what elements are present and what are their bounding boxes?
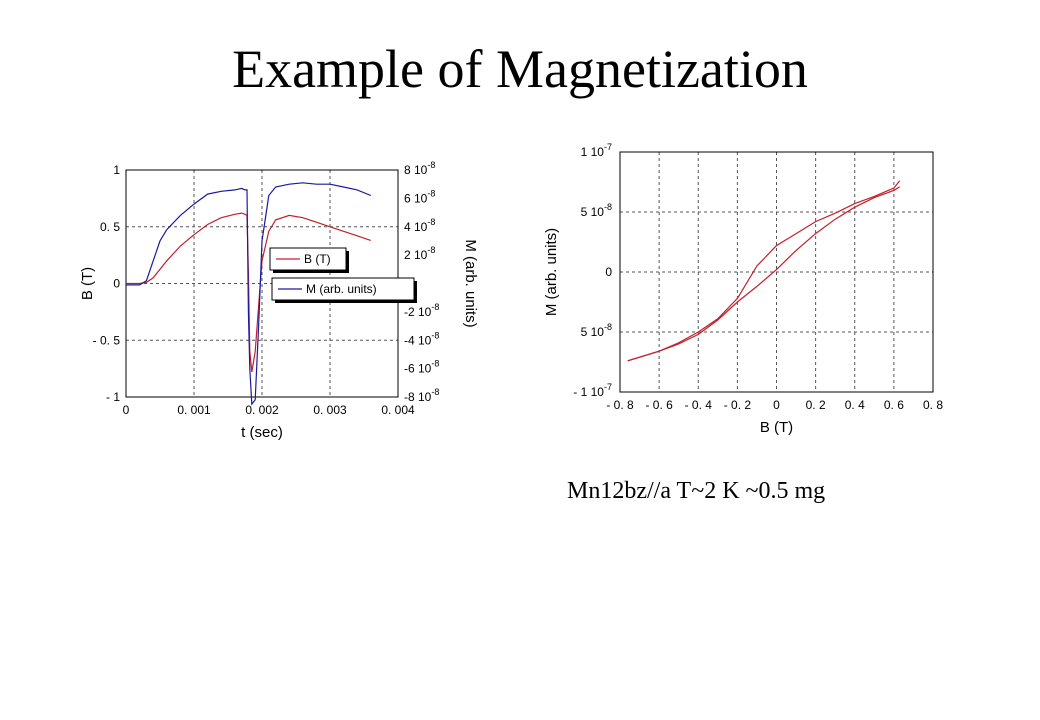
plot-frame [619,151,934,393]
y2-tick-label: -2 10-8 [404,302,439,319]
hysteresis-up-branch [627,186,901,362]
y-tick-label: 1 10-7 [581,142,612,159]
x-tick-label: 0. 002 [245,403,279,417]
legend-box [271,277,415,301]
x-tick-label: - 0. 2 [724,398,752,412]
y-axis-label: B (T) [79,267,96,300]
y-tick-label: 0 [605,265,612,279]
x-tick-label: 0. 4 [845,398,865,412]
y2-tick-label: 6 10-8 [404,188,435,205]
y-tick-label: 5 10-8 [581,322,612,339]
y-tick-label: - 1 [106,390,120,404]
y2-tick-label: -4 10-8 [404,330,439,347]
x-axis-label: t (sec) [241,424,283,441]
y-axis-label: M (arb. units) [543,228,560,316]
x-tick-label: - 0. 4 [685,398,713,412]
slide-caption: Mn12bz//a T~2 K ~0.5 mg [567,478,826,504]
x-tick-label: 0. 004 [381,403,415,417]
x-tick-label: - 0. 8 [606,398,634,412]
hysteresis-down-branch [627,180,901,362]
y2-tick-label: 2 10-8 [404,245,435,262]
y2-tick-label: 8 10-8 [404,160,435,177]
y2-tick-label: -6 10-8 [404,359,439,376]
y-tick-label: 0. 5 [100,220,120,234]
x-tick-label: 0. 8 [923,398,943,412]
legend-box [269,247,347,271]
x-tick-label: 0. 6 [884,398,904,412]
x-tick-label: 0 [123,403,130,417]
x-tick-label: 0. 001 [177,403,211,417]
legend-label-m: M (arb. units) [306,282,377,296]
y-tick-label: - 1 10-7 [573,382,612,399]
y-tick-label: 1 [113,163,120,177]
series-m-line [126,182,372,406]
legend-label-b: B (T) [304,252,331,266]
y-tick-label: 5 10-8 [581,202,612,219]
x-tick-label: 0. 2 [806,398,826,412]
slide-title: Example of Magnetization [232,39,808,99]
x-axis-label: B (T) [760,419,793,436]
y-tick-label: 0 [113,277,120,291]
y2-axis-label: M (arb. units) [462,239,479,327]
y2-tick-label: -8 10-8 [404,387,439,404]
y2-tick-label: 4 10-8 [404,217,435,234]
x-tick-label: 0 [773,398,780,412]
y-tick-label: - 0. 5 [93,333,121,347]
x-tick-label: - 0. 6 [645,398,673,412]
series-b-line [126,212,371,373]
x-tick-label: 0. 003 [313,403,347,417]
